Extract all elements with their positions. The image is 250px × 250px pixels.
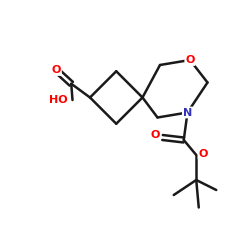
Text: O: O bbox=[52, 65, 61, 75]
Text: N: N bbox=[183, 108, 192, 118]
Text: O: O bbox=[198, 149, 208, 159]
Text: O: O bbox=[185, 55, 195, 65]
Text: O: O bbox=[151, 130, 160, 140]
Text: HO: HO bbox=[50, 95, 68, 105]
